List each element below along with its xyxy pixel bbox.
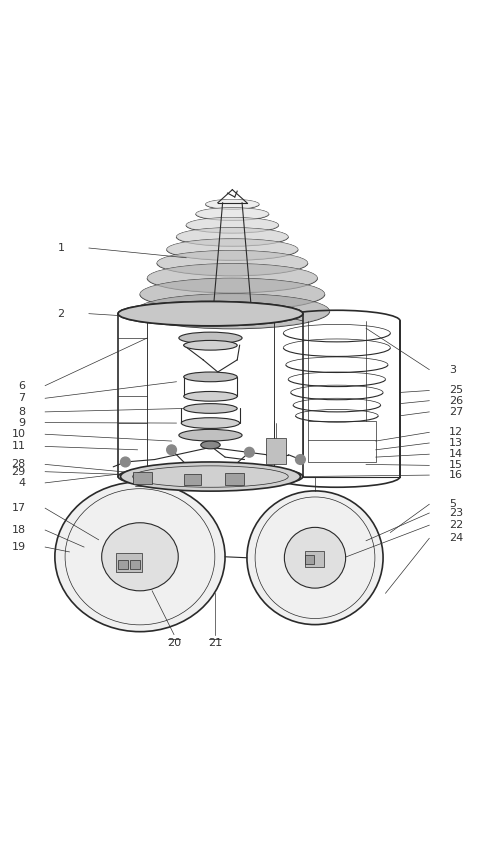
Ellipse shape: [183, 391, 237, 401]
Ellipse shape: [118, 301, 302, 326]
Bar: [130, 560, 140, 569]
Circle shape: [295, 454, 305, 465]
Bar: [305, 551, 323, 567]
Text: 16: 16: [448, 470, 462, 480]
Text: 11: 11: [12, 442, 26, 451]
Bar: [305, 556, 313, 564]
Ellipse shape: [55, 482, 224, 631]
Bar: [116, 553, 142, 573]
Text: 22: 22: [448, 520, 462, 530]
Text: 8: 8: [19, 407, 26, 417]
Ellipse shape: [183, 372, 237, 382]
Ellipse shape: [118, 465, 302, 488]
Ellipse shape: [201, 441, 220, 448]
Text: 3: 3: [448, 364, 455, 374]
Text: 1: 1: [58, 243, 64, 253]
Text: 6: 6: [19, 380, 26, 391]
Text: 5: 5: [448, 500, 455, 509]
Ellipse shape: [140, 278, 324, 311]
Text: 12: 12: [448, 427, 462, 437]
Text: 2: 2: [58, 309, 64, 318]
Text: 27: 27: [448, 407, 462, 417]
Text: 28: 28: [11, 460, 26, 470]
Text: 13: 13: [448, 438, 462, 448]
Text: 20: 20: [166, 638, 181, 648]
Text: 7: 7: [19, 393, 26, 403]
Text: 17: 17: [12, 503, 26, 513]
Ellipse shape: [179, 332, 242, 344]
Ellipse shape: [179, 430, 242, 441]
Ellipse shape: [246, 491, 382, 625]
Ellipse shape: [135, 294, 329, 328]
Bar: [224, 472, 244, 485]
Ellipse shape: [183, 403, 237, 414]
Circle shape: [244, 448, 254, 457]
Ellipse shape: [205, 199, 259, 209]
Ellipse shape: [181, 418, 239, 428]
Ellipse shape: [118, 301, 302, 326]
Ellipse shape: [183, 340, 237, 350]
Text: 24: 24: [448, 534, 462, 543]
Bar: [118, 560, 127, 569]
Text: 19: 19: [12, 542, 26, 552]
Text: 29: 29: [11, 466, 26, 477]
Text: 10: 10: [12, 429, 26, 439]
Text: 21: 21: [208, 638, 222, 648]
Ellipse shape: [196, 208, 268, 220]
Ellipse shape: [157, 250, 307, 276]
Ellipse shape: [166, 239, 297, 260]
Text: 15: 15: [448, 460, 462, 471]
Ellipse shape: [147, 264, 317, 293]
Text: 23: 23: [448, 508, 462, 518]
Bar: [183, 474, 201, 485]
Ellipse shape: [186, 217, 278, 233]
Circle shape: [120, 457, 130, 467]
Text: 4: 4: [19, 478, 26, 488]
Ellipse shape: [120, 462, 300, 491]
Text: 14: 14: [448, 449, 462, 460]
Circle shape: [166, 445, 176, 454]
Ellipse shape: [102, 523, 178, 591]
Ellipse shape: [284, 528, 345, 588]
Bar: [266, 437, 285, 465]
Text: 18: 18: [12, 525, 26, 535]
Bar: [132, 471, 152, 484]
Bar: [307, 420, 375, 462]
Text: 9: 9: [19, 418, 26, 427]
Text: 26: 26: [448, 396, 462, 406]
Text: 25: 25: [448, 386, 462, 396]
Ellipse shape: [176, 227, 287, 246]
